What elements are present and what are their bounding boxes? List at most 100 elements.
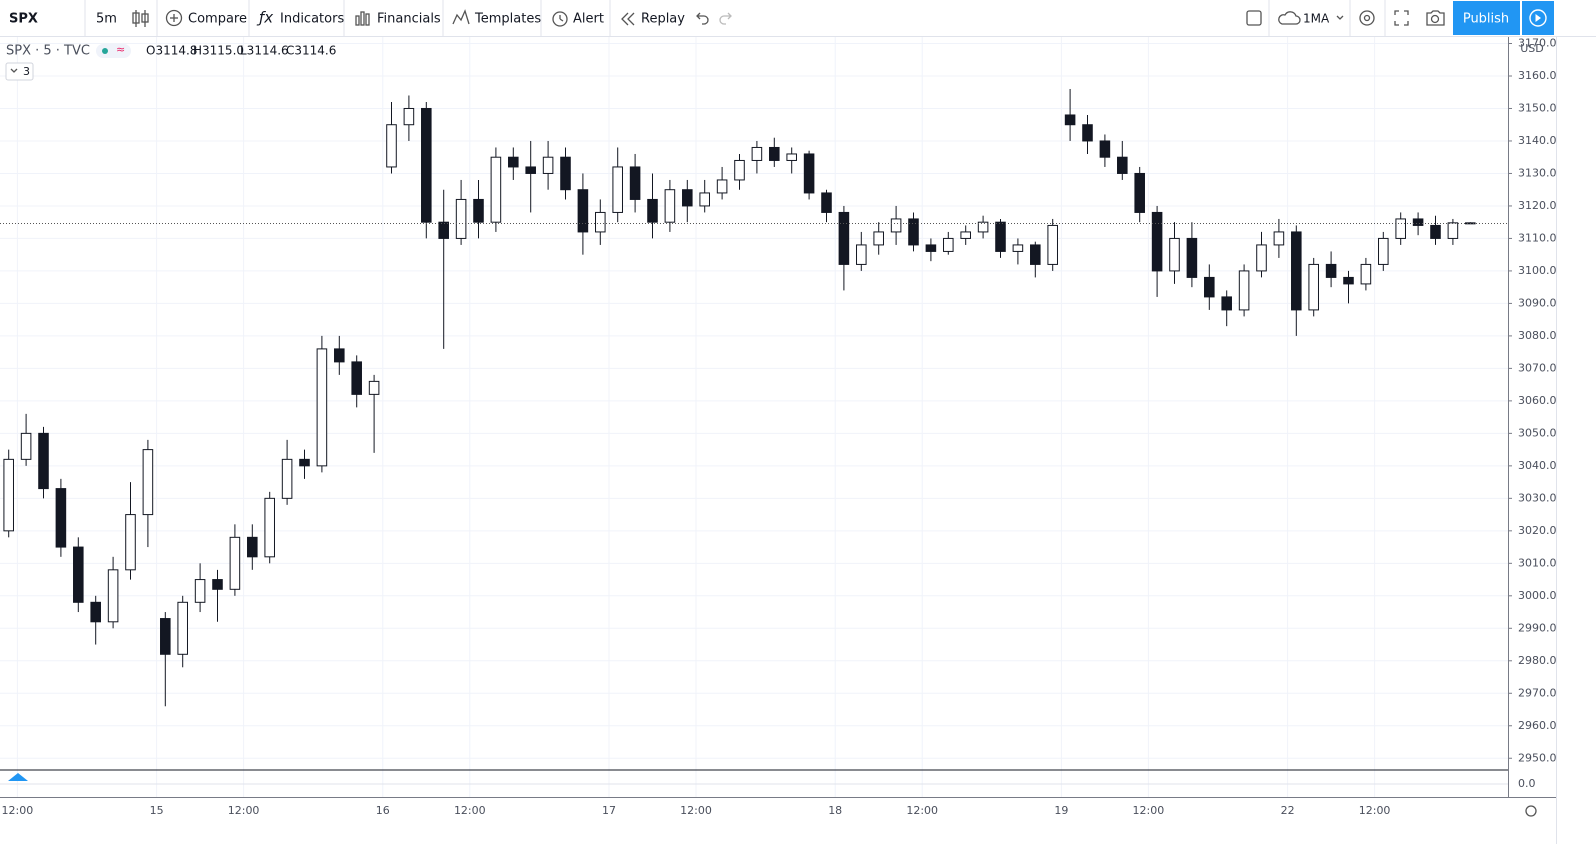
legend: SPX · 5 · TVC ≈ O3114.8 H3115.0 L3114.6 … <box>5 43 336 81</box>
templates-icon[interactable] <box>452 9 470 25</box>
x-tick-label: 12:00 <box>906 804 938 817</box>
candle-body <box>490 156 502 223</box>
x-tick-label: 12:00 <box>680 804 712 817</box>
settings-icon[interactable] <box>1359 10 1375 26</box>
replay-icon[interactable] <box>627 12 635 26</box>
candle-body <box>838 211 850 265</box>
candle-body <box>525 166 536 174</box>
candle-body <box>1030 244 1041 265</box>
candle-body <box>664 189 676 223</box>
candle-body <box>107 569 119 623</box>
candle-body <box>229 536 241 590</box>
axis-settings-icon[interactable] <box>1525 805 1537 817</box>
compare[interactable]: Compare <box>188 12 247 27</box>
publish-button[interactable] <box>1453 1 1520 35</box>
candle-body <box>316 348 328 467</box>
redo-icon[interactable] <box>719 12 732 25</box>
candle-body <box>473 198 484 223</box>
camera-icon[interactable] <box>1426 10 1445 26</box>
candle-body <box>1325 263 1337 278</box>
symbol[interactable]: SPX <box>9 12 38 27</box>
cloud-icon[interactable] <box>1278 11 1301 25</box>
candle-body <box>960 231 971 239</box>
templates[interactable]: Templates <box>474 12 541 27</box>
collapsed-count[interactable]: 3 <box>23 65 30 78</box>
replay[interactable]: Replay <box>641 12 685 27</box>
candle-body <box>386 124 397 168</box>
interval[interactable]: 5m <box>96 12 117 27</box>
ohlc: L3114.6 <box>240 44 289 58</box>
replay-icon[interactable] <box>621 12 629 26</box>
publish[interactable]: Publish <box>1463 12 1509 27</box>
candle-body <box>1186 237 1198 278</box>
settings-icon[interactable] <box>1363 14 1371 22</box>
candle-body <box>177 601 188 655</box>
candle-body <box>1291 231 1302 311</box>
candle-body <box>1117 156 1128 174</box>
candle-body <box>1238 270 1250 311</box>
x-tick-label: 19 <box>1054 804 1068 817</box>
compare-icon[interactable] <box>165 9 183 27</box>
candle-body <box>38 432 49 490</box>
candle-body <box>455 198 467 239</box>
candle-body <box>403 107 415 126</box>
y-tick-label: 3020.0 <box>1518 524 1557 537</box>
candle-body <box>856 244 867 265</box>
candle-body <box>1412 218 1424 226</box>
candle-body <box>1204 276 1215 298</box>
y-tick-label: 3000.0 <box>1518 589 1557 602</box>
y-tick-label: 2990.0 <box>1518 621 1557 634</box>
candle-body <box>682 189 693 207</box>
y-tick-label: 2950.0 <box>1518 751 1557 764</box>
candle-body <box>1134 172 1145 213</box>
y-tick-label: 2960.0 <box>1518 719 1557 732</box>
chevron[interactable] <box>1336 15 1344 20</box>
camera-icon[interactable] <box>1430 14 1440 24</box>
fullscreen-icon[interactable] <box>1394 10 1409 26</box>
undo-icon[interactable] <box>696 12 709 25</box>
x-tick-label: 16 <box>376 804 390 817</box>
financials[interactable]: Financials <box>377 12 441 27</box>
candle-body <box>1047 224 1058 265</box>
chart-style-icon[interactable] <box>132 10 149 27</box>
candle-body <box>125 514 136 571</box>
candle-body <box>786 153 797 161</box>
candle-body <box>560 156 571 191</box>
candle-body <box>542 156 554 174</box>
candle-body <box>1378 237 1389 265</box>
candle-body <box>769 146 780 161</box>
candle-body <box>1169 237 1180 272</box>
financials-icon[interactable] <box>355 11 370 26</box>
indicators[interactable]: Indicators <box>280 12 344 27</box>
candle-body <box>421 107 432 223</box>
y-tick-label: 3050.0 <box>1518 426 1557 439</box>
fx-icon[interactable]: ƒx <box>256 9 273 27</box>
y-tick-label: 2980.0 <box>1518 654 1557 667</box>
candle-body <box>943 237 954 252</box>
x-tick-label: 12:00 <box>454 804 486 817</box>
layout-name[interactable]: 1MA <box>1303 12 1330 26</box>
candle-body <box>699 192 710 207</box>
y-tick-label: 3170.0 <box>1518 36 1557 49</box>
candle-body <box>55 488 67 548</box>
candle-body <box>890 218 902 233</box>
candle-body <box>1099 140 1111 158</box>
candle-body <box>647 198 658 223</box>
alert-icon[interactable] <box>552 11 568 27</box>
y-tick-label: 3110.0 <box>1518 231 1557 244</box>
collapse-chevron[interactable] <box>10 68 18 73</box>
series-name: SPX · 5 · TVC <box>6 44 90 59</box>
candle-body <box>1360 263 1372 285</box>
layout-icon[interactable] <box>1246 10 1262 26</box>
candle-body <box>368 380 380 395</box>
candle-body <box>1064 114 1076 126</box>
candle-body <box>160 618 171 655</box>
candle-body <box>1221 296 1232 311</box>
x-tick-label: 12:00 <box>1133 804 1165 817</box>
candle-body <box>873 231 884 246</box>
x-tick-label: 17 <box>602 804 616 817</box>
collapse-button[interactable] <box>5 62 34 81</box>
candle-body <box>925 244 937 252</box>
alert[interactable]: Alert <box>573 12 604 27</box>
candle-body <box>977 221 989 233</box>
